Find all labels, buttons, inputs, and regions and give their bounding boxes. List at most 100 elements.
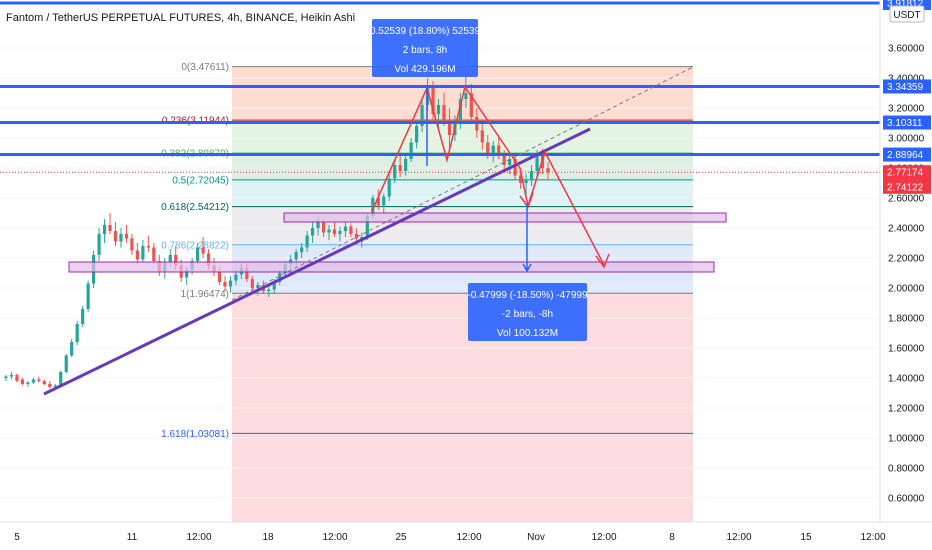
candle-body bbox=[217, 271, 222, 282]
price-badge bbox=[883, 79, 931, 94]
candle-body bbox=[354, 234, 358, 239]
measure-up-box-text: Vol 429.196M bbox=[394, 64, 455, 75]
fib-zone bbox=[232, 179, 693, 207]
arrow-head bbox=[519, 192, 534, 209]
candle-body bbox=[75, 324, 79, 342]
candle-body bbox=[59, 372, 63, 386]
candle-body bbox=[26, 382, 30, 384]
candle-body bbox=[146, 246, 150, 248]
candle-body bbox=[15, 375, 19, 381]
price-badge-label: 2.77174 bbox=[887, 168, 924, 179]
candle-body bbox=[37, 379, 41, 381]
measure-down-box-text: Vol 100.132M bbox=[497, 328, 558, 339]
candle-body bbox=[464, 93, 468, 99]
candle-body bbox=[53, 385, 57, 387]
price-badge bbox=[883, 179, 931, 194]
candle-body bbox=[327, 229, 331, 233]
time-tick-label: 15 bbox=[800, 532, 812, 543]
price-badge bbox=[883, 165, 931, 180]
candle-body bbox=[48, 384, 52, 387]
candle-body bbox=[480, 130, 484, 143]
candle-body bbox=[185, 270, 189, 278]
price-tick-label: 1.40000 bbox=[888, 374, 925, 385]
measure-down-box-bg bbox=[468, 283, 587, 341]
candle-body bbox=[404, 159, 408, 171]
candle-body bbox=[382, 196, 386, 206]
time-tick-label: 25 bbox=[395, 532, 407, 543]
candle-body bbox=[206, 253, 211, 266]
time-tick-label: 12:00 bbox=[322, 532, 347, 543]
candle-body bbox=[223, 282, 227, 287]
candle-body bbox=[529, 171, 534, 180]
candle-body bbox=[86, 283, 90, 309]
candle-body bbox=[310, 228, 315, 236]
candle-body bbox=[135, 250, 139, 260]
candle-body bbox=[332, 229, 337, 234]
candle-body bbox=[201, 247, 205, 254]
resistance-zone[interactable] bbox=[283, 212, 727, 223]
candle-body bbox=[174, 255, 178, 266]
price-tick-label: 2.40000 bbox=[888, 224, 925, 235]
candle-body bbox=[70, 342, 74, 356]
trend-line[interactable] bbox=[43, 127, 591, 396]
price-badge bbox=[883, 0, 931, 10]
fib-zone bbox=[232, 153, 693, 180]
measure-arrow-head bbox=[522, 263, 532, 273]
fib-level-label: 0(3.47611) bbox=[181, 62, 229, 73]
candle-body bbox=[409, 142, 413, 159]
candle-body bbox=[398, 165, 402, 171]
candle-body bbox=[20, 379, 25, 384]
candle-body bbox=[9, 375, 14, 377]
price-badge bbox=[883, 147, 931, 162]
candle-body bbox=[321, 222, 326, 233]
price-tick-label: 0.80000 bbox=[888, 464, 925, 475]
candle-body bbox=[97, 234, 101, 255]
candle-body bbox=[141, 246, 145, 260]
time-tick-label: 18 bbox=[262, 532, 274, 543]
pattern-path[interactable] bbox=[371, 85, 605, 266]
candle-body bbox=[519, 175, 523, 183]
candle-body bbox=[502, 156, 506, 165]
candle-body bbox=[436, 105, 441, 114]
measure-down-box[interactable]: -0.47999 (-18.50%) -47999 -2 bars, -8h Vol… bbox=[467, 283, 588, 341]
candle-body bbox=[420, 105, 424, 126]
measure-down-box-text: -2 bars, -8h bbox=[502, 309, 553, 320]
candle-body bbox=[228, 280, 233, 287]
candle-body bbox=[272, 282, 276, 290]
candle-body bbox=[234, 274, 238, 281]
candle-body bbox=[513, 159, 517, 176]
candle-body bbox=[196, 247, 200, 261]
price-axis[interactable]: 3.600003.400003.200003.000002.800002.600… bbox=[879, 0, 932, 550]
grid bbox=[0, 47, 880, 499]
drawings[interactable]: 0.52539 (18.80%) 52539 2 bars, 8h Vol 429.… bbox=[0, 1, 880, 396]
candle-body bbox=[393, 165, 397, 179]
candle-body bbox=[387, 178, 391, 197]
candle-body bbox=[469, 93, 473, 117]
time-tick-label: 5 bbox=[14, 532, 20, 543]
chart-title: Fantom / TetherUS PERPETUAL FUTURES, 4h,… bbox=[6, 12, 355, 24]
price-tick-label: 1.80000 bbox=[888, 314, 925, 325]
candle-body bbox=[305, 235, 309, 248]
measure-up-box[interactable]: 0.52539 (18.80%) 52539 2 bars, 8h Vol 429.… bbox=[370, 19, 481, 77]
price-tick-label: 2.20000 bbox=[888, 254, 925, 265]
price-badge bbox=[883, 115, 931, 130]
price-badge-label: 3.34359 bbox=[887, 82, 924, 93]
fib-level-label: 0.5(2.72045) bbox=[172, 175, 229, 186]
candle-body bbox=[64, 355, 68, 372]
support-zone[interactable] bbox=[68, 261, 715, 273]
time-axis[interactable]: 5 11 12:00 18 12:00 25 12:00 Nov 12:00 8 12:00 15 12… bbox=[0, 521, 932, 550]
candle-body bbox=[442, 105, 446, 120]
fibonacci-retracement[interactable]: 0(3.47611)0.236(3.11944)0.382(2.89879)0.… bbox=[161, 62, 693, 522]
candle-body bbox=[124, 234, 129, 239]
candle-body bbox=[31, 379, 35, 383]
candle-body bbox=[108, 225, 112, 231]
time-tick-label: 12:00 bbox=[591, 532, 616, 543]
time-tick-label: 8 bbox=[669, 532, 675, 543]
candle-body bbox=[431, 87, 435, 114]
currency-tag[interactable]: USDT bbox=[889, 5, 925, 23]
time-tick-label: 11 bbox=[127, 532, 138, 543]
measure-up-box-text: 0.52539 (18.80%) 52539 bbox=[370, 26, 481, 37]
time-axis-bg bbox=[0, 522, 932, 550]
candle-body bbox=[349, 226, 353, 234]
